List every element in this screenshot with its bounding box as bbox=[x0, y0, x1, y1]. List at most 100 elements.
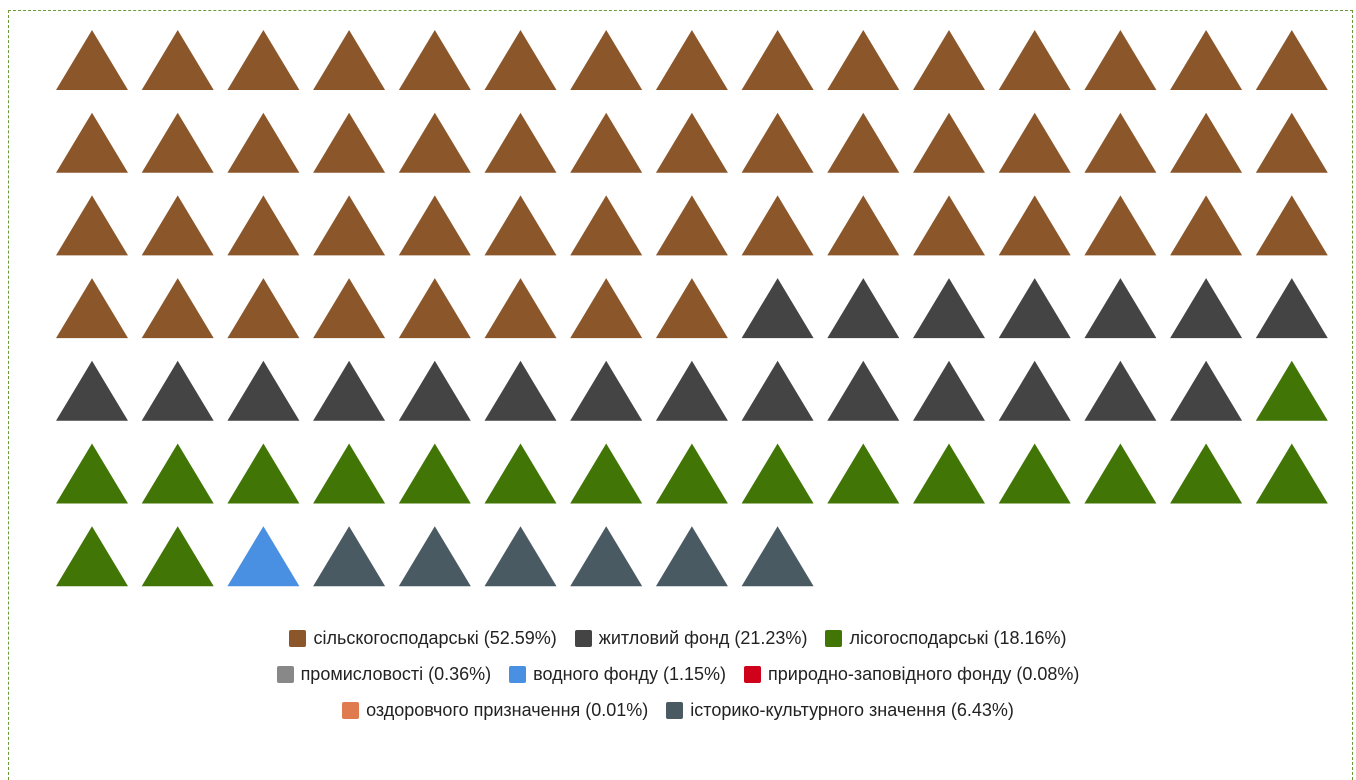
waffle-triangle bbox=[313, 112, 386, 173]
waffle-triangle bbox=[227, 30, 300, 90]
waffle-triangle bbox=[913, 278, 985, 339]
waffle-triangle bbox=[484, 195, 557, 256]
waffle-triangle bbox=[398, 112, 471, 173]
waffle-triangle bbox=[141, 112, 214, 173]
waffle-triangle bbox=[570, 278, 643, 339]
waffle-chart bbox=[56, 30, 1328, 587]
waffle-triangle bbox=[1170, 360, 1243, 421]
legend-swatch bbox=[342, 701, 360, 719]
waffle-triangle bbox=[141, 195, 214, 256]
waffle-triangle bbox=[1170, 195, 1243, 256]
waffle-triangle bbox=[1255, 195, 1328, 256]
waffle-triangle bbox=[913, 112, 985, 173]
chart-frame bbox=[8, 10, 1353, 780]
legend-label: природно-заповідного фонду (0.08%) bbox=[768, 663, 1080, 684]
waffle-triangle bbox=[484, 360, 557, 421]
waffle-triangle bbox=[1084, 278, 1157, 339]
waffle-triangle bbox=[398, 526, 471, 587]
legend-swatch bbox=[666, 701, 684, 719]
legend-label: сільскогосподарські (52.59%) bbox=[313, 627, 557, 648]
waffle-triangle bbox=[56, 360, 128, 421]
waffle-triangle bbox=[313, 278, 386, 339]
legend-item[interactable]: сільскогосподарські (52.59%) bbox=[289, 627, 557, 649]
waffle-triangle bbox=[655, 360, 728, 421]
waffle-triangle bbox=[1084, 360, 1157, 421]
waffle-triangle bbox=[484, 526, 557, 587]
waffle-triangle bbox=[1170, 443, 1243, 504]
waffle-triangle bbox=[827, 30, 900, 90]
waffle-triangle bbox=[227, 195, 300, 256]
waffle-triangle bbox=[484, 30, 557, 90]
waffle-triangle bbox=[313, 526, 386, 587]
waffle-triangle bbox=[741, 360, 814, 421]
legend-row: сільскогосподарські (52.59%) житловий фон… bbox=[0, 620, 1356, 656]
legend-swatch bbox=[825, 629, 843, 647]
legend: сільскогосподарські (52.59%) житловий фон… bbox=[0, 620, 1356, 728]
waffle-triangle bbox=[141, 443, 214, 504]
waffle-triangle bbox=[570, 195, 643, 256]
waffle-triangle bbox=[56, 526, 128, 587]
waffle-triangle bbox=[141, 278, 214, 339]
waffle-triangle bbox=[913, 360, 985, 421]
legend-label: водного фонду (1.15%) bbox=[533, 663, 727, 684]
legend-label: житловий фонд (21.23%) bbox=[598, 627, 808, 648]
waffle-triangle bbox=[1170, 112, 1243, 173]
waffle-triangle bbox=[398, 360, 471, 421]
legend-item[interactable]: промисловості (0.36%) bbox=[276, 664, 491, 685]
waffle-triangle bbox=[655, 526, 728, 587]
waffle-triangle bbox=[998, 443, 1071, 504]
waffle-triangle bbox=[1084, 443, 1157, 504]
legend-item[interactable]: водного фонду (1.15%) bbox=[509, 664, 726, 685]
waffle-triangle bbox=[313, 443, 386, 504]
waffle-triangle bbox=[1255, 30, 1328, 90]
waffle-triangle bbox=[56, 30, 128, 90]
waffle-triangle bbox=[741, 195, 814, 256]
waffle-triangle bbox=[141, 30, 214, 90]
waffle-triangle bbox=[484, 443, 557, 504]
waffle-triangle bbox=[227, 526, 300, 587]
waffle-triangle bbox=[1255, 278, 1328, 339]
waffle-triangle bbox=[570, 360, 643, 421]
waffle-triangle bbox=[655, 278, 728, 339]
waffle-triangle bbox=[655, 30, 728, 90]
waffle-triangle bbox=[655, 112, 728, 173]
waffle-triangle bbox=[655, 443, 728, 504]
legend-item[interactable]: оздоровчого призначення (0.01%) bbox=[342, 700, 648, 721]
waffle-triangle bbox=[998, 360, 1071, 421]
waffle-triangle bbox=[827, 112, 900, 173]
waffle-triangle bbox=[398, 443, 471, 504]
legend-swatch bbox=[289, 629, 307, 647]
legend-item[interactable]: історико-культурного значення (6.43%) bbox=[666, 700, 1014, 721]
waffle-triangle bbox=[998, 112, 1071, 173]
waffle-triangle bbox=[827, 443, 900, 504]
waffle-triangle bbox=[998, 195, 1071, 256]
waffle-triangle bbox=[913, 443, 985, 504]
waffle-triangle bbox=[913, 195, 985, 256]
waffle-triangle bbox=[1084, 112, 1157, 173]
waffle-triangle bbox=[1255, 112, 1328, 173]
waffle-triangle bbox=[398, 30, 471, 90]
waffle-triangle bbox=[741, 112, 814, 173]
legend-row: промисловості (0.36%) водного фонду (1.15… bbox=[0, 656, 1356, 692]
legend-label: історико-культурного значення (6.43%) bbox=[690, 699, 1014, 720]
waffle-triangle bbox=[998, 278, 1071, 339]
waffle-triangle bbox=[484, 112, 557, 173]
waffle-triangle bbox=[827, 278, 900, 339]
waffle-triangle bbox=[141, 360, 214, 421]
waffle-triangle bbox=[913, 30, 985, 90]
legend-item[interactable]: природно-заповідного фонду (0.08%) bbox=[744, 664, 1079, 685]
legend-item[interactable]: лісогосподарські (18.16%) bbox=[825, 628, 1067, 649]
waffle-triangle bbox=[655, 195, 728, 256]
legend-item[interactable]: житловий фонд (21.23%) bbox=[574, 627, 808, 649]
waffle-triangle bbox=[570, 112, 643, 173]
waffle-triangle bbox=[1084, 195, 1157, 256]
waffle-triangle bbox=[570, 443, 643, 504]
waffle-triangle bbox=[1170, 30, 1243, 90]
waffle-triangle bbox=[570, 526, 643, 587]
legend-swatch bbox=[744, 665, 762, 683]
legend-label: оздоровчого призначення (0.01%) bbox=[366, 699, 649, 720]
waffle-triangle bbox=[741, 30, 814, 90]
waffle-triangle bbox=[313, 30, 386, 90]
waffle-triangle bbox=[227, 360, 300, 421]
waffle-triangle bbox=[56, 112, 128, 173]
